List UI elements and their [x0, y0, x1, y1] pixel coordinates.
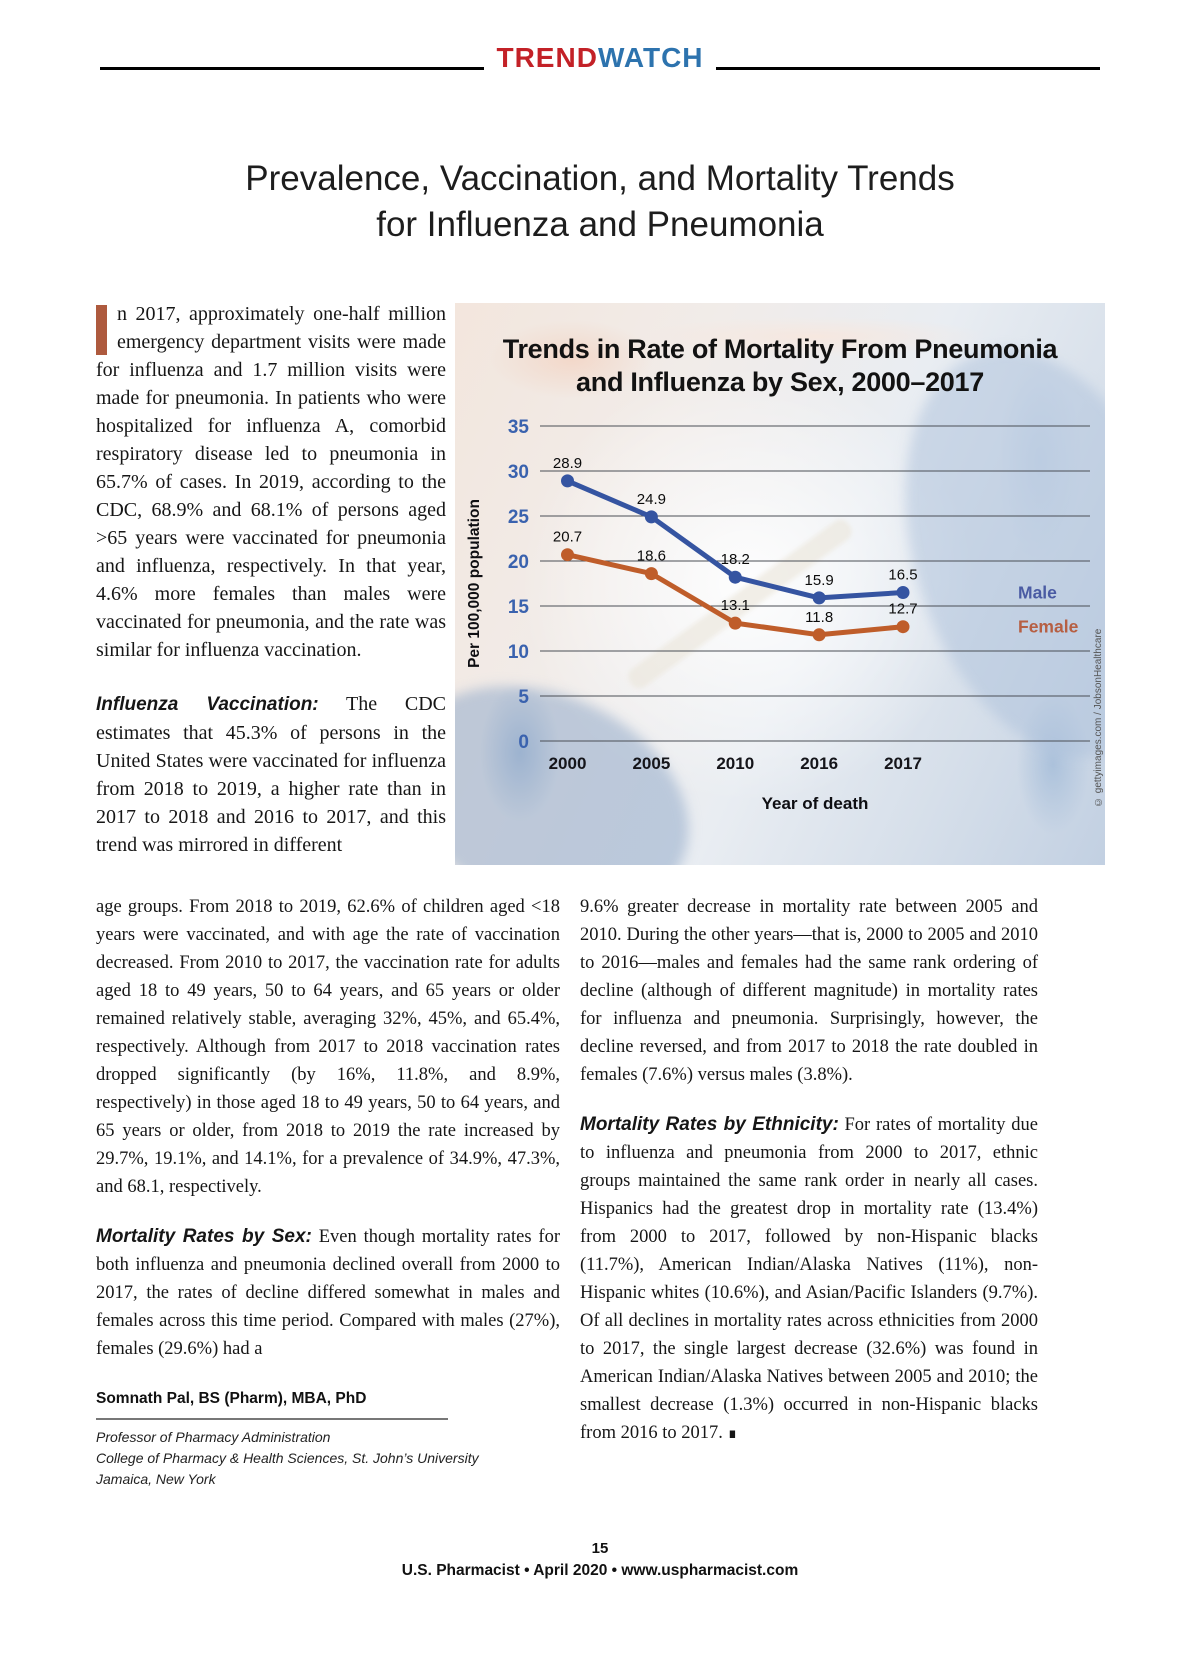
data-label: 16.5 [888, 567, 917, 584]
article-title: Prevalence, Vaccination, and Mortality T… [0, 156, 1200, 248]
data-label: 18.6 [637, 548, 666, 565]
data-label: 18.2 [721, 551, 750, 568]
x-tick-label: 2010 [716, 754, 754, 773]
masthead-wordmark: TRENDWATCH [484, 42, 716, 74]
data-point-male [561, 474, 574, 488]
data-point-female [812, 628, 826, 642]
masthead-watch: WATCH [597, 42, 704, 73]
chart-plot: 0 5 10 15 20 25 30 35 2000 2005 2010 2016 2017 Year o… [466, 417, 1090, 813]
article-title-line1: Prevalence, Vaccination, and Mortality T… [245, 159, 955, 198]
mortality-by-ethnicity-paragraph: Mortality Rates by Ethnicity: For rates … [580, 1111, 1038, 1448]
mortality-by-sex-continued-paragraph: 9.6% greater decrease in mortality rate … [580, 897, 1038, 1085]
data-point-female [896, 620, 910, 634]
data-label: 12.7 [888, 601, 917, 618]
masthead-trend: TREND [496, 42, 598, 73]
lower-left-column: age groups. From 2018 to 2019, 62.6% of … [96, 893, 560, 1490]
series-label-female: Female [1018, 617, 1079, 637]
author-role: Professor of Pharmacy Administration [96, 1429, 331, 1445]
series-label-male: Male [1018, 583, 1057, 603]
author-block: Somnath Pal, BS (Pharm), MBA, PhD Profes… [96, 1385, 560, 1490]
y-tick-label: 5 [518, 687, 529, 708]
y-axis-title: Per 100,000 population [466, 499, 483, 668]
footer-credit-line: U.S. Pharmacist • April 2020 • www.uspha… [401, 1562, 799, 1579]
mortality-by-sex-paragraph: Mortality Rates by Sex: Even though mort… [96, 1223, 560, 1363]
y-tick-label: 20 [508, 552, 529, 573]
y-tick-label: 25 [508, 507, 530, 528]
data-label: 15.9 [805, 572, 834, 589]
article-title-line2: for Influenza and Pneumonia [376, 205, 824, 245]
author-location: Jamaica, New York [96, 1471, 216, 1487]
article-end-mark: ∎ [727, 1425, 738, 1442]
vaccination-continued-paragraph: age groups. From 2018 to 2019, 62.6% of … [96, 897, 560, 1197]
data-label: 20.7 [553, 529, 582, 546]
influenza-vaccination-paragraph: Influenza Vaccination: The CDC estimates… [96, 690, 446, 859]
data-point-female [561, 548, 574, 562]
data-label: 28.9 [553, 455, 582, 472]
influenza-vaccination-heading: Influenza Vaccination: [96, 694, 319, 715]
y-tick-label: 30 [508, 462, 529, 483]
x-axis-title: Year of death [762, 794, 869, 813]
intro-text: n 2017, approximately one-half million e… [96, 303, 446, 661]
masthead: TRENDWATCH [0, 42, 1200, 74]
lower-right-column: 9.6% greater decrease in mortality rate … [580, 893, 1038, 1448]
intro-paragraph: n 2017, approximately one-half million e… [96, 300, 446, 664]
mortality-by-ethnicity-heading: Mortality Rates by Ethnicity: [580, 1114, 839, 1135]
y-tick-label: 15 [508, 597, 530, 618]
x-tick-label: 2017 [884, 754, 922, 773]
data-point-male [728, 570, 742, 584]
data-label: 13.1 [721, 597, 750, 614]
data-point-male [644, 510, 658, 524]
mortality-trend-chart: Trends in Rate of Mortality From Pneumon… [455, 303, 1105, 865]
chart-title: Trends in Rate of Mortality From Pneumon… [502, 334, 1058, 397]
x-tick-label: 2005 [632, 754, 670, 773]
data-point-female [728, 616, 742, 630]
author-name: Somnath Pal, BS (Pharm), MBA, PhD [96, 1385, 448, 1420]
data-point-male [896, 586, 910, 599]
data-point-female [644, 567, 658, 581]
photo-credit: © gettyimages.com / JobsonHealthcare [1093, 628, 1104, 808]
data-point-male [812, 591, 826, 605]
mortality-by-sex-text: Even though mortality rates for both inf… [96, 1227, 560, 1359]
y-tick-label: 35 [508, 417, 530, 438]
author-college: College of Pharmacy & Health Sciences, S… [96, 1450, 479, 1466]
mortality-by-sex-heading: Mortality Rates by Sex: [96, 1226, 312, 1247]
y-tick-label: 10 [508, 642, 529, 663]
dropcap-bar [96, 305, 107, 355]
mortality-by-ethnicity-text: For rates of mortality due to influenza … [580, 1115, 1038, 1443]
x-tick-label: 2000 [549, 754, 587, 773]
data-label: 11.8 [805, 609, 833, 626]
influenza-vaccination-text: The CDC estimates that 45.3% of persons … [96, 693, 446, 856]
y-tick-label: 0 [518, 732, 529, 753]
intro-column: n 2017, approximately one-half million e… [96, 300, 446, 859]
page-number: 15 [591, 1540, 609, 1557]
data-label: 24.9 [637, 491, 666, 508]
x-tick-label: 2016 [800, 754, 838, 773]
